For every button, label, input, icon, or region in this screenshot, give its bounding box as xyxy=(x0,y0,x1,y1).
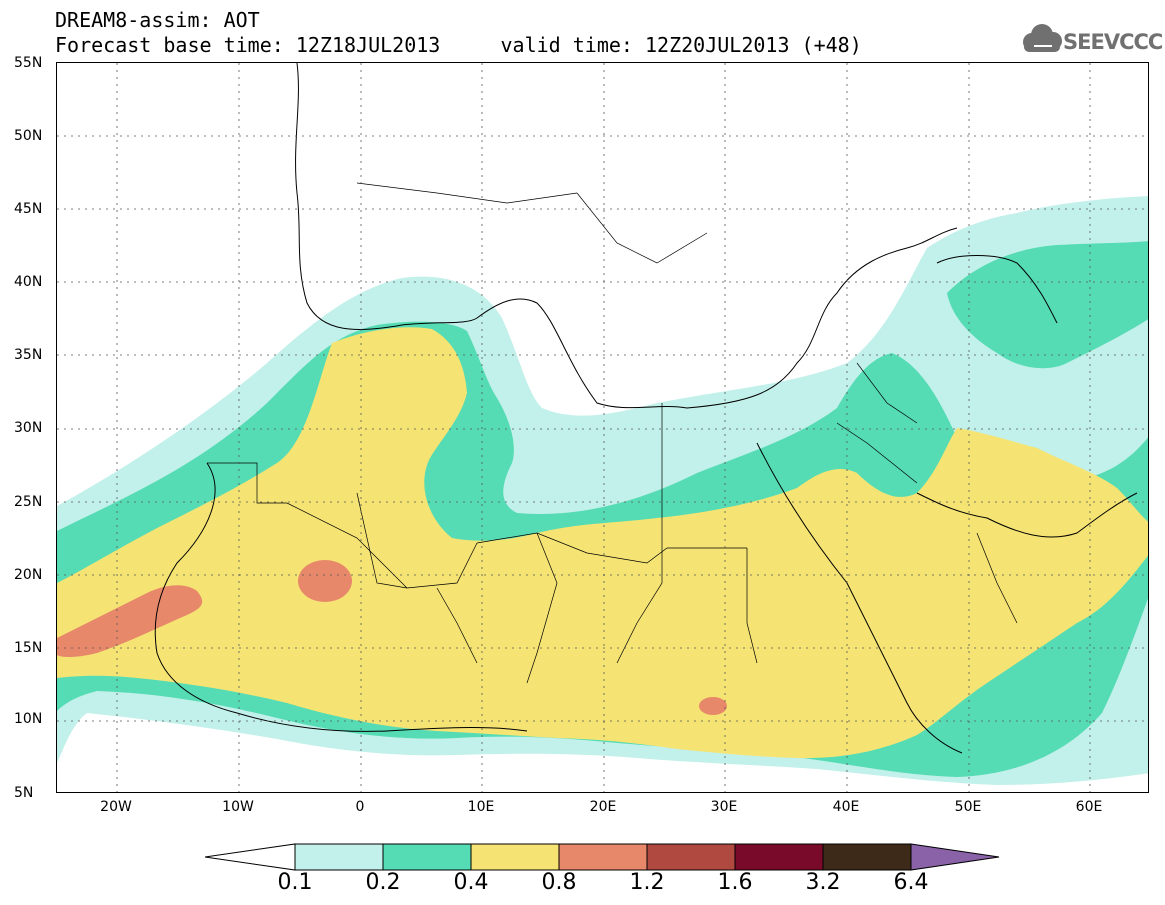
colorbar-swatch xyxy=(470,843,560,871)
lon-label: 0 xyxy=(355,799,365,815)
aot-map xyxy=(56,62,1149,793)
colorbar-label: 1.6 xyxy=(717,870,753,895)
lon-label: 50E xyxy=(954,799,982,815)
map-plot xyxy=(57,63,1148,792)
colorbar-label: 1.2 xyxy=(629,870,665,895)
colorbar-swatch xyxy=(294,843,384,871)
colorbar-label: 6.4 xyxy=(893,870,929,895)
cloud-icon xyxy=(1023,24,1062,52)
colorbar-label: 0.8 xyxy=(541,870,577,895)
lat-label: 50N xyxy=(14,128,43,144)
lon-label: 30E xyxy=(710,799,738,815)
lon-label: 10W xyxy=(222,799,254,815)
colorbar-swatch xyxy=(382,843,472,871)
lat-label: 10N xyxy=(14,711,43,727)
colorbar xyxy=(205,843,1000,871)
lat-label: 15N xyxy=(14,640,43,656)
aot-contour-0.8-west xyxy=(57,585,203,658)
colorbar-swatch xyxy=(558,843,648,871)
country-borders xyxy=(207,182,1018,684)
lat-label: 25N xyxy=(14,494,43,510)
lat-label: 35N xyxy=(14,347,43,363)
lat-label: 5N xyxy=(14,785,34,801)
forecast-time-line: Forecast base time: 12Z18JUL2013 valid t… xyxy=(55,33,862,57)
colorbar-swatch xyxy=(734,843,824,871)
colorbar-label: 3.2 xyxy=(805,870,841,895)
colorbar-low-arrow xyxy=(205,843,296,871)
colorbar-swatch xyxy=(822,843,912,871)
lon-label: 10E xyxy=(467,799,495,815)
lat-label: 45N xyxy=(14,201,43,217)
logo-text: SEEVCCC xyxy=(1063,30,1163,54)
colorbar-label: 0.2 xyxy=(365,870,401,895)
aot-contour-0.8-mali xyxy=(298,560,352,602)
map-title: DREAM8-assim: AOT xyxy=(55,8,260,32)
aot-contour-0.8-sudan xyxy=(699,697,727,715)
colorbar-label: 0.1 xyxy=(277,870,313,895)
graticule xyxy=(57,63,1148,792)
lat-label: 55N xyxy=(14,55,43,71)
lat-label: 40N xyxy=(14,274,43,290)
colorbar-label: 0.4 xyxy=(453,870,489,895)
lon-label: 60E xyxy=(1075,799,1103,815)
colorbar-high-arrow xyxy=(910,843,1000,871)
lon-label: 20W xyxy=(100,799,132,815)
lat-label: 20N xyxy=(14,567,43,583)
lat-label: 30N xyxy=(14,420,43,436)
aot-contour-0.4 xyxy=(57,327,1148,759)
coastlines xyxy=(154,63,1138,754)
lon-label: 20E xyxy=(589,799,617,815)
colorbar-swatch xyxy=(646,843,736,871)
lon-label: 40E xyxy=(832,799,860,815)
seevccc-logo xyxy=(1023,24,1062,52)
